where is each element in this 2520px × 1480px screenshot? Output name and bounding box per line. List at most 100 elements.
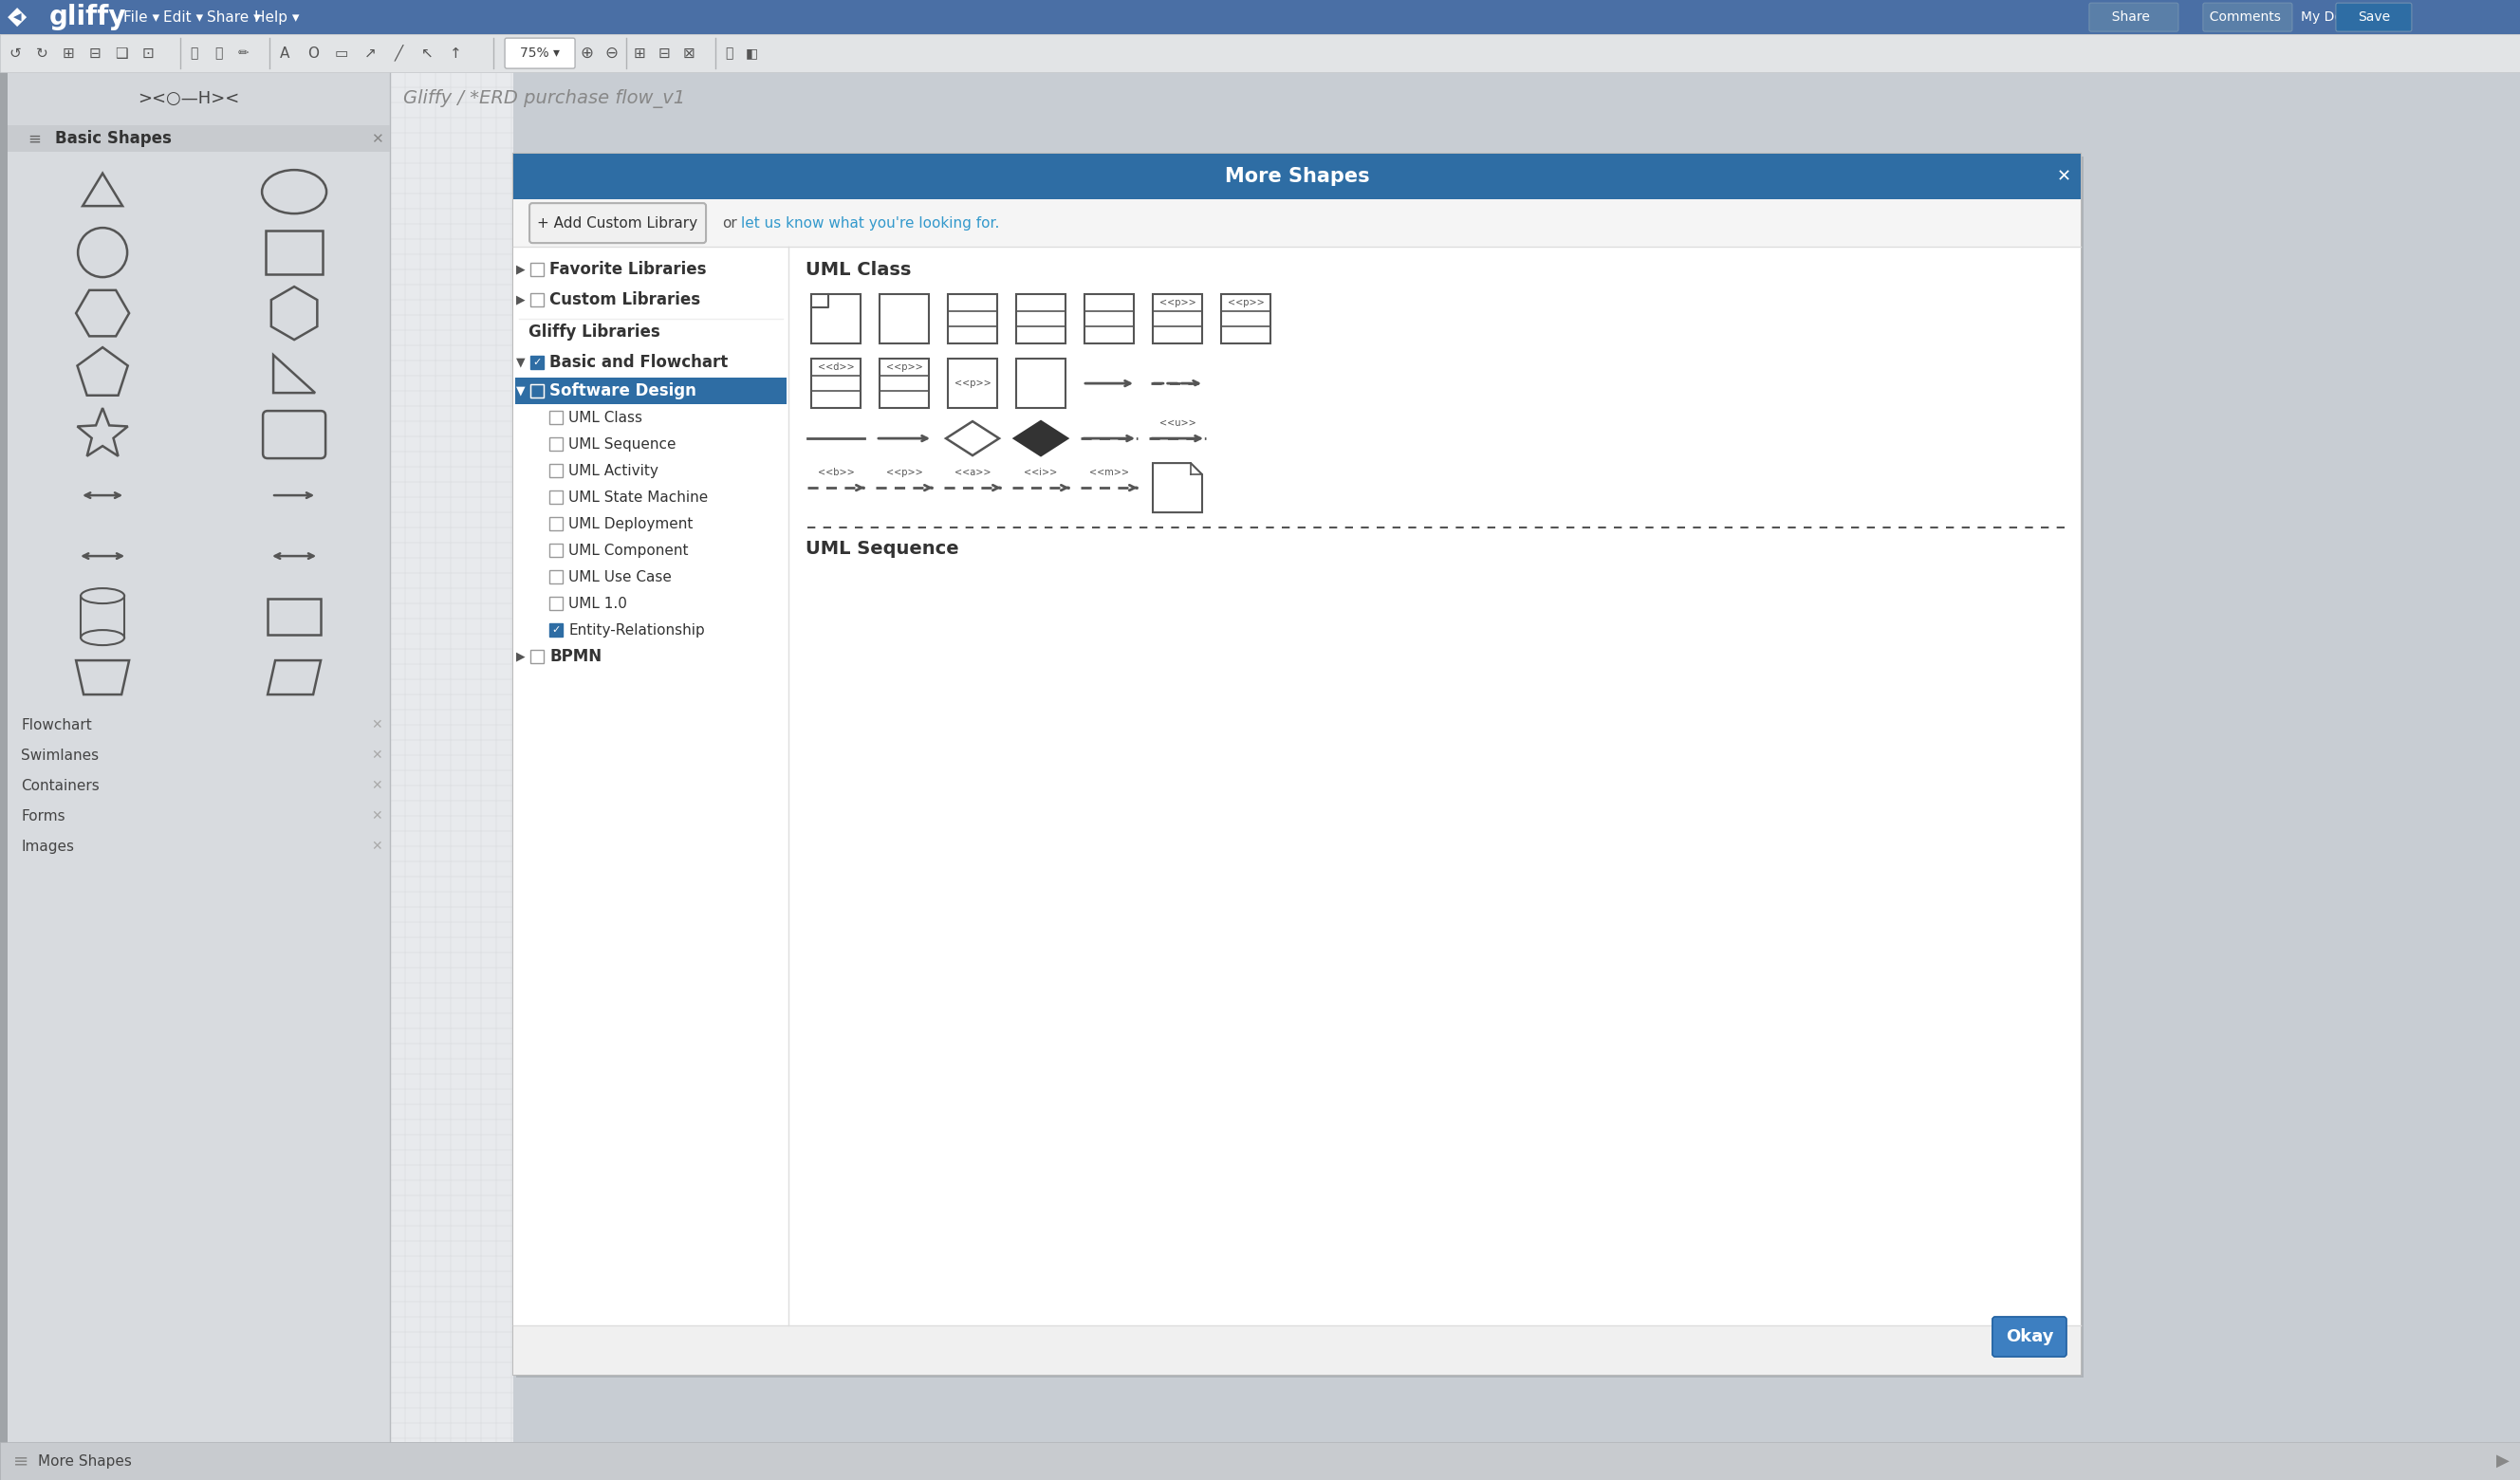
Text: ⊕: ⊕ [580, 44, 592, 62]
Bar [514, 200, 2082, 247]
Text: ↗: ↗ [363, 46, 375, 61]
Text: ≡: ≡ [13, 1452, 28, 1470]
Bar [514, 247, 789, 1326]
Text: UML Class: UML Class [570, 410, 643, 425]
Bar [514, 1326, 2082, 1375]
Text: ✕: ✕ [370, 718, 383, 731]
Bar [948, 295, 998, 343]
Text: <<a>>: <<a>> [955, 468, 990, 477]
Text: ⊞: ⊞ [633, 46, 645, 61]
Text: ⛓: ⛓ [189, 46, 197, 59]
Text: Forms: Forms [20, 810, 66, 823]
Text: ▭: ▭ [335, 46, 348, 61]
Text: File ▾: File ▾ [123, 10, 159, 24]
Bar [549, 623, 562, 636]
Text: 75% ▾: 75% ▾ [519, 46, 559, 59]
Text: Gliffy / *ERD purchase flow_v1: Gliffy / *ERD purchase flow_v1 [403, 89, 685, 108]
Bar [549, 596, 562, 610]
Bar [8, 73, 391, 1480]
Bar [529, 385, 544, 398]
Text: 🎨: 🎨 [726, 46, 733, 59]
Text: ↻: ↻ [35, 46, 48, 61]
Text: ▼: ▼ [517, 385, 527, 397]
Text: Share: Share [2104, 10, 2150, 24]
Bar [549, 543, 562, 556]
Text: A: A [280, 46, 290, 61]
Text: ▼: ▼ [517, 357, 527, 369]
Bar [549, 517, 562, 530]
Text: UML State Machine: UML State Machine [570, 490, 708, 505]
Text: <<p>>: <<p>> [887, 363, 922, 371]
Bar [549, 438, 562, 451]
Bar [529, 650, 544, 663]
Text: let us know what you're looking for.: let us know what you're looking for. [741, 216, 1000, 231]
FancyBboxPatch shape [1993, 1317, 2066, 1357]
Text: UML 1.0: UML 1.0 [570, 596, 627, 611]
Text: Okay: Okay [2006, 1328, 2054, 1345]
Bar [529, 385, 544, 398]
Bar [8, 126, 391, 152]
Text: ❑: ❑ [116, 46, 129, 61]
Text: ✕: ✕ [370, 839, 383, 852]
Text: <<b>>: <<b>> [816, 468, 854, 477]
Bar [517, 157, 2084, 1378]
Bar [8, 152, 391, 1442]
Text: Images: Images [20, 839, 73, 854]
Bar [391, 73, 514, 1442]
Text: <<p>>: <<p>> [955, 379, 990, 388]
Text: ▶: ▶ [517, 263, 527, 275]
Text: Comments: Comments [2200, 10, 2281, 24]
Bar [514, 154, 2082, 200]
Text: UML Sequence: UML Sequence [570, 437, 675, 451]
Bar [879, 358, 930, 408]
Text: More Shapes: More Shapes [38, 1453, 131, 1468]
Text: ↖: ↖ [421, 46, 433, 61]
Text: ◧: ◧ [746, 46, 759, 59]
Bar [529, 263, 544, 277]
Text: ╱: ╱ [393, 44, 403, 62]
Text: Basic Shapes: Basic Shapes [55, 130, 171, 147]
Bar [799, 247, 2082, 1326]
Text: <<p>>: <<p>> [887, 468, 922, 477]
Bar [811, 358, 862, 408]
Bar [1016, 295, 1066, 343]
Text: Swimlanes: Swimlanes [20, 747, 98, 762]
Text: ><○—H><: ><○—H>< [139, 90, 239, 108]
Text: + Add Custom Library: + Add Custom Library [537, 216, 698, 231]
Text: Save: Save [2359, 10, 2389, 24]
Text: ✕: ✕ [2056, 169, 2071, 185]
Bar [0, 0, 2520, 34]
Text: ↺: ↺ [10, 46, 20, 61]
Text: ⊞: ⊞ [63, 46, 76, 61]
Text: UML Deployment: UML Deployment [570, 517, 693, 531]
Text: ⊡: ⊡ [141, 46, 154, 61]
Text: My Documents ▾: My Documents ▾ [2301, 10, 2409, 24]
Text: <<i>>: <<i>> [1023, 468, 1058, 477]
Text: Entity-Relationship: Entity-Relationship [570, 623, 706, 638]
Bar [811, 295, 862, 343]
Bar [514, 377, 786, 404]
Polygon shape [8, 7, 28, 27]
Text: ▶: ▶ [517, 650, 527, 663]
Bar [1016, 358, 1066, 408]
Text: UML Use Case: UML Use Case [570, 570, 673, 585]
Text: ✓: ✓ [532, 358, 542, 367]
Text: ✕: ✕ [370, 778, 383, 792]
Text: <<d>>: <<d>> [816, 363, 854, 371]
Text: ◀: ◀ [13, 12, 20, 22]
Bar [267, 599, 320, 635]
FancyBboxPatch shape [529, 203, 706, 243]
Text: <<m>>: <<m>> [1089, 468, 1129, 477]
Text: ✏: ✏ [237, 46, 249, 59]
Text: Basic and Flowchart: Basic and Flowchart [549, 354, 728, 371]
Text: Gliffy Libraries: Gliffy Libraries [529, 324, 660, 340]
Bar [514, 154, 2082, 1375]
Text: Favorite Libraries: Favorite Libraries [549, 260, 706, 278]
Bar [1084, 295, 1134, 343]
Bar [549, 465, 562, 477]
Bar [0, 1442, 2520, 1480]
Text: Share ▾: Share ▾ [207, 10, 260, 24]
Text: ✓: ✓ [552, 625, 559, 635]
Text: ▶: ▶ [517, 293, 527, 306]
Text: Software Design: Software Design [549, 382, 696, 400]
